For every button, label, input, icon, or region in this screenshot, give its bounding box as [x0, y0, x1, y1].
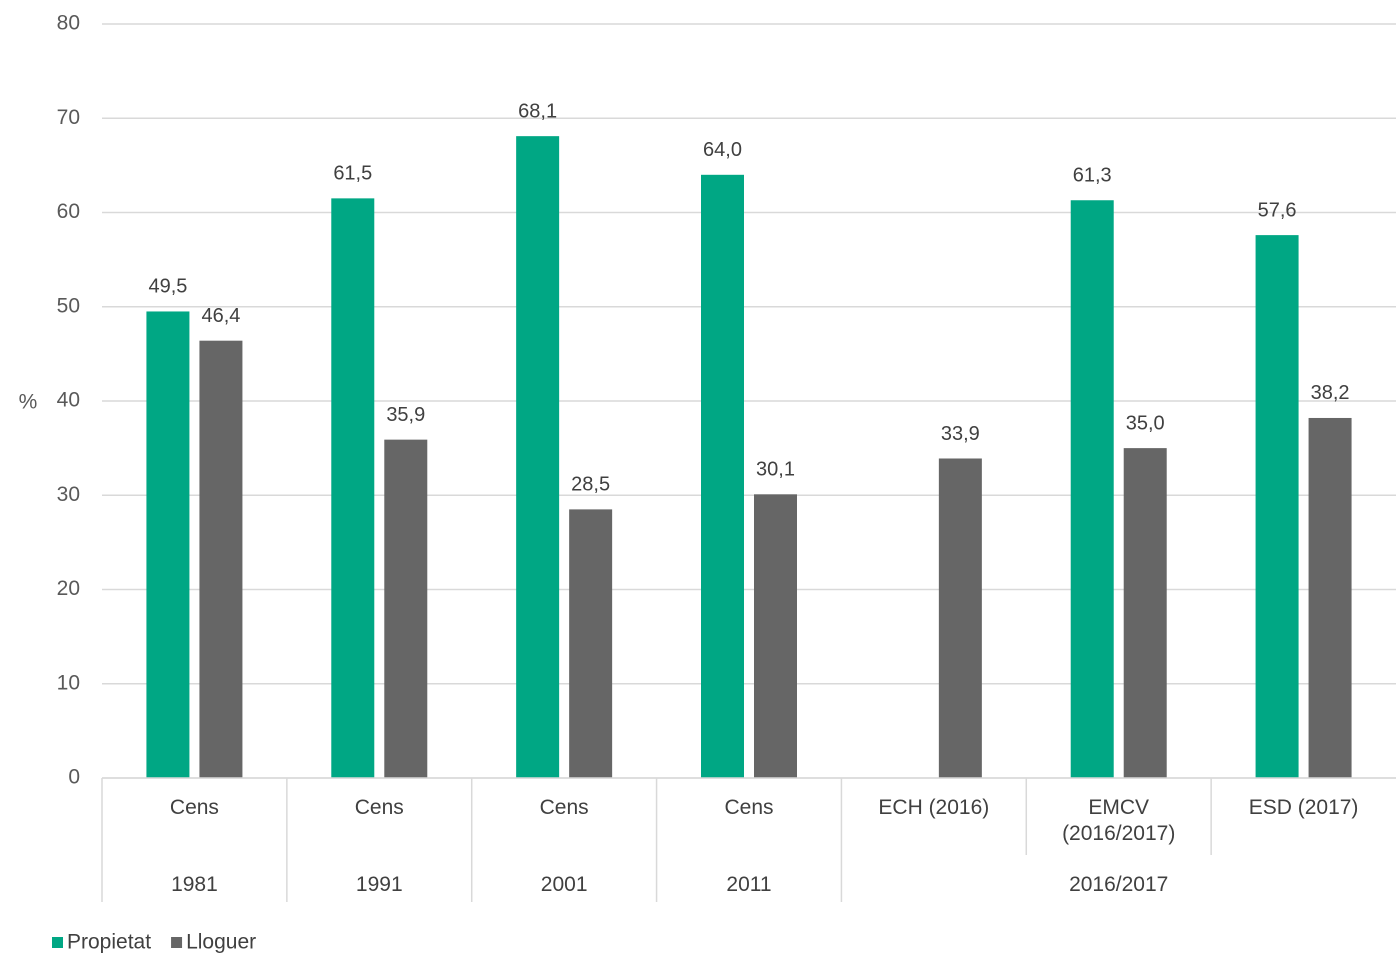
legend-label: Propietat	[67, 931, 151, 954]
bar	[146, 311, 190, 778]
y-tick-label: 50	[57, 294, 80, 317]
y-tick-label: 30	[57, 483, 80, 506]
value-label: 61,5	[333, 163, 372, 185]
bar	[1070, 200, 1114, 778]
bar	[1308, 417, 1352, 778]
x-tick-label: EMCV (2016/2017)	[1062, 796, 1176, 845]
value-label: 57,6	[1258, 199, 1297, 221]
value-label: 61,3	[1073, 165, 1112, 187]
group-label: 2016/2017	[1069, 873, 1169, 896]
group-label: 1981	[171, 873, 218, 896]
x-tick-label: Cens	[724, 796, 774, 819]
y-tick-label: 70	[57, 106, 80, 129]
y-tick-label: 20	[57, 577, 80, 600]
bar	[199, 340, 243, 778]
value-label: 28,5	[571, 474, 610, 496]
y-tick-label: 40	[57, 389, 80, 412]
y-tick-label: 0	[68, 766, 80, 789]
legend-label: Lloguer	[186, 931, 256, 954]
legend-swatch	[52, 937, 63, 948]
x-tick-label: Cens	[169, 796, 219, 819]
value-label: 30,1	[756, 459, 795, 481]
bar	[331, 198, 375, 779]
bar	[754, 494, 797, 778]
bar	[938, 458, 982, 778]
group-label: 2011	[726, 873, 772, 896]
value-label: 35,9	[386, 404, 425, 426]
bar	[384, 439, 428, 778]
y-axis-label: %	[19, 391, 38, 414]
value-label: 35,0	[1126, 412, 1165, 434]
y-tick-label: 80	[57, 12, 80, 35]
value-label: 38,2	[1311, 382, 1350, 404]
value-label: 46,4	[201, 305, 240, 327]
bar	[701, 174, 744, 779]
x-tick-label: ESD (2017)	[1248, 796, 1359, 819]
bar	[516, 136, 560, 779]
bar	[1123, 448, 1167, 778]
value-label: 64,0	[703, 139, 742, 161]
y-tick-label: 10	[57, 671, 80, 694]
value-label: 49,5	[148, 276, 187, 298]
x-tick-label: ECH (2016)	[878, 796, 990, 819]
bar	[569, 509, 613, 778]
bar	[1255, 235, 1299, 778]
value-label: 33,9	[941, 423, 980, 445]
x-tick-label: Cens	[354, 796, 404, 819]
group-label: 2001	[540, 873, 588, 896]
x-tick-label: Cens	[539, 796, 589, 819]
legend-swatch	[171, 937, 183, 948]
value-label: 68,1	[518, 100, 557, 122]
group-label: 1991	[355, 873, 403, 896]
y-tick-label: 60	[57, 200, 80, 223]
